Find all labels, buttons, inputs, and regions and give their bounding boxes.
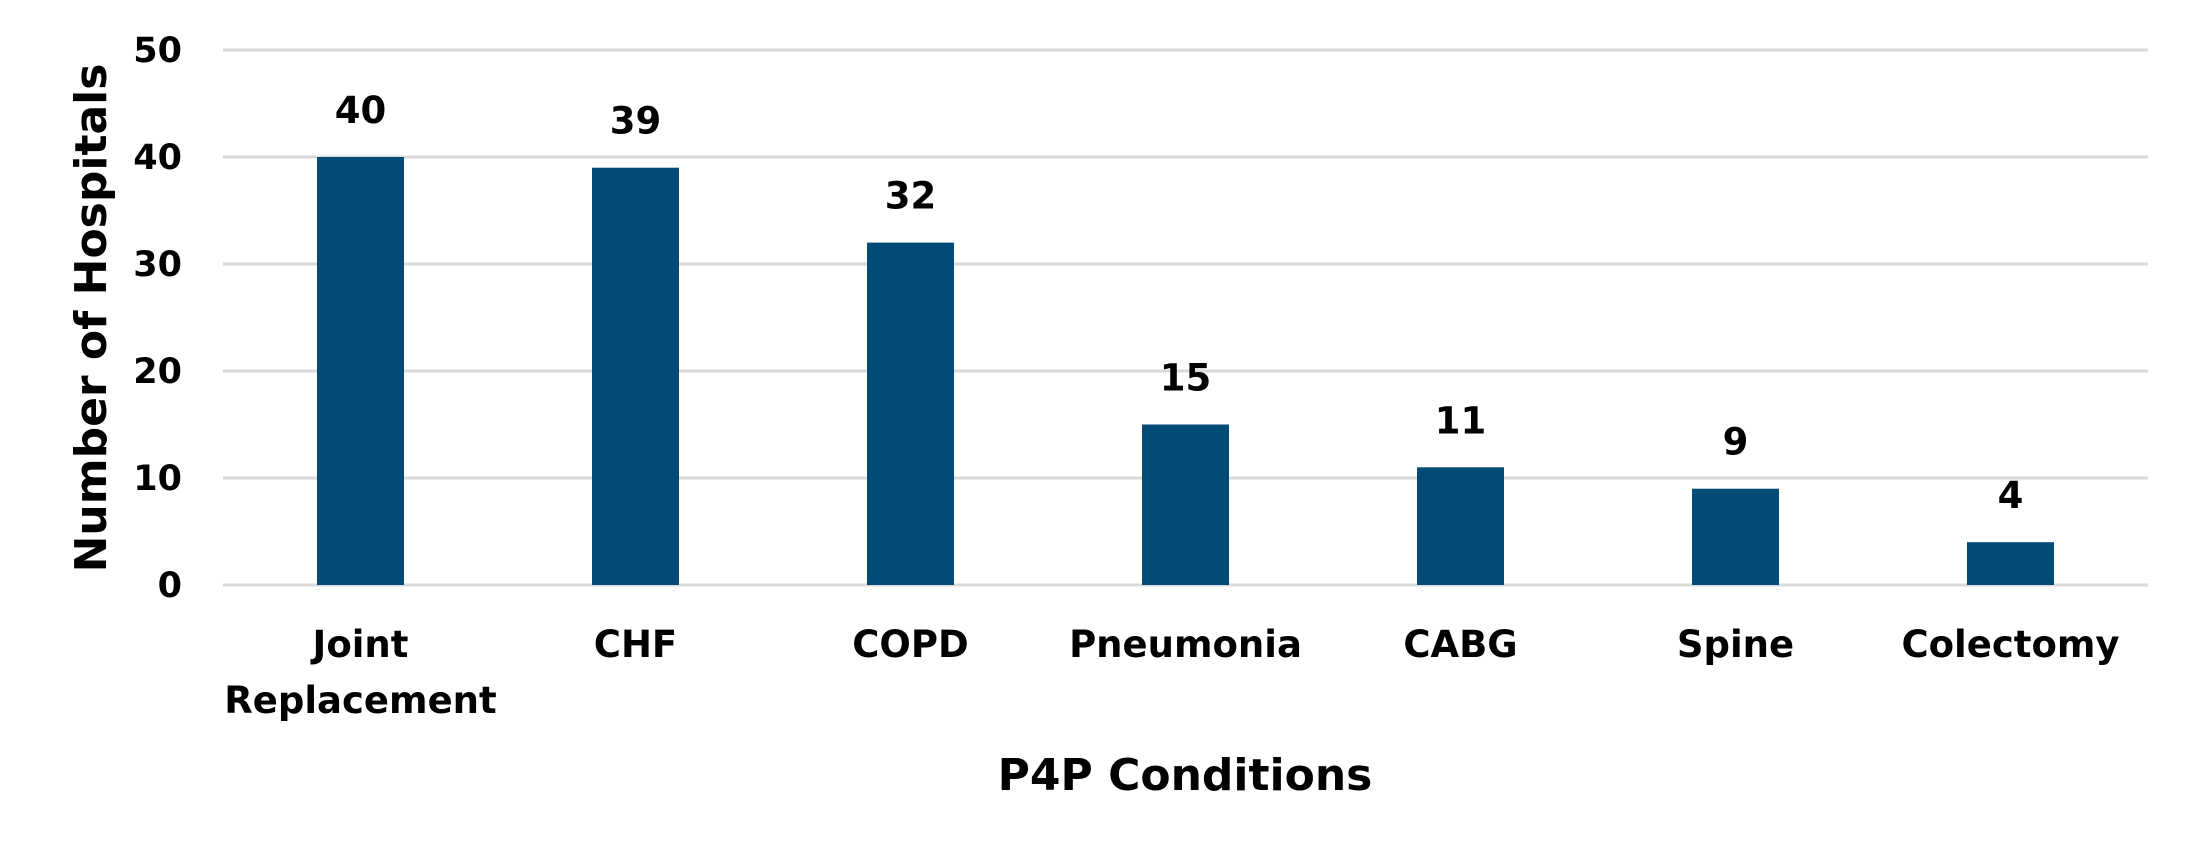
x-tick-label: Pneumonia: [1069, 623, 1302, 666]
x-tick-label: Colectomy: [1901, 623, 2119, 666]
x-tick-label: CHF: [594, 623, 677, 666]
data-label: 39: [610, 100, 662, 143]
bar: [317, 157, 404, 585]
bars: [317, 157, 2054, 585]
y-axis-ticks: 0 10 20 30 40 50: [133, 31, 182, 606]
bar: [1142, 424, 1229, 585]
data-label: 32: [885, 175, 937, 218]
data-label: 9: [1723, 421, 1749, 464]
x-axis-title: P4P Conditions: [998, 750, 1373, 801]
bar: [1967, 542, 2054, 585]
x-tick-label: CABG: [1403, 623, 1517, 666]
bar: [592, 167, 679, 585]
x-tick-label: COPD: [852, 623, 968, 666]
data-label: 11: [1435, 399, 1487, 442]
data-label: 15: [1160, 357, 1212, 400]
data-label: 4: [1998, 474, 2024, 517]
x-tick-label: Joint Replacement: [224, 623, 496, 722]
data-label: 40: [335, 89, 387, 132]
y-tick-label: 40: [133, 138, 182, 178]
bar: [1417, 467, 1504, 585]
x-tick-label: Spine: [1677, 623, 1794, 666]
y-tick-label: 30: [133, 245, 182, 285]
y-tick-label: 0: [158, 566, 182, 606]
y-tick-label: 10: [133, 459, 182, 499]
x-axis-ticks: Joint Replacement CHF COPD Pneumonia CABG Spin…: [224, 623, 2119, 722]
y-tick-label: 50: [133, 31, 182, 71]
data-labels: 40 39 32 15 11 9 4: [335, 89, 2024, 517]
gridlines: [223, 48, 2148, 587]
y-tick-label: 20: [133, 352, 182, 392]
bar: [867, 242, 954, 585]
bar: [1692, 488, 1779, 585]
y-axis-title: Number of Hospitals: [66, 64, 117, 573]
